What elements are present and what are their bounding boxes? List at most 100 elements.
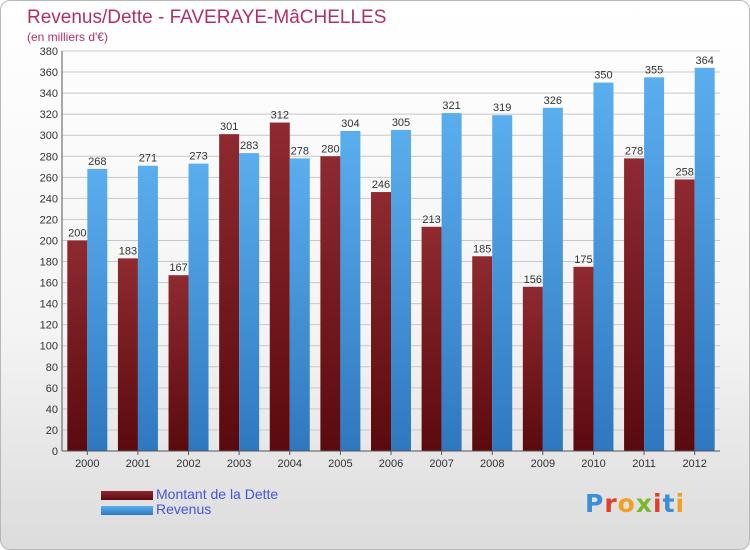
y-tick-label: 80 [46, 362, 58, 374]
x-tick-label: 2002 [176, 458, 200, 470]
bar-revenue [137, 165, 158, 451]
y-tick-label: 60 [46, 383, 58, 395]
x-tick-label: 2000 [75, 458, 99, 470]
legend-swatch-revenue [101, 506, 153, 515]
data-label: 273 [189, 151, 207, 163]
x-tick-label: 2003 [227, 458, 251, 470]
legend-label-debt: Montant de la Dette [156, 486, 279, 502]
x-tick-label: 2011 [632, 458, 656, 470]
data-label: 167 [169, 262, 187, 274]
x-tick-label: 2001 [126, 458, 150, 470]
data-label: 246 [372, 179, 390, 191]
bar-debt [624, 158, 645, 452]
data-label: 301 [220, 121, 238, 133]
data-label: 185 [473, 243, 491, 255]
y-tick-label: 220 [40, 214, 58, 226]
legend-swatch-debt [101, 491, 153, 500]
proxiti-logo: Proxiti [585, 489, 685, 518]
bar-revenue [239, 153, 260, 451]
data-label: 350 [594, 70, 612, 82]
y-tick-label: 40 [46, 404, 58, 416]
bar-debt [117, 258, 138, 451]
data-label: 312 [271, 110, 289, 122]
y-tick-label: 100 [40, 341, 58, 353]
bar-revenue [492, 115, 513, 452]
bar-debt [269, 122, 290, 451]
bar-debt [168, 275, 189, 451]
bar-debt [371, 192, 391, 452]
bar-revenue [542, 107, 563, 451]
bar-revenue [87, 168, 108, 452]
logo-letter: P [585, 489, 605, 518]
data-label: 283 [240, 140, 258, 152]
y-tick-label: 260 [40, 172, 58, 184]
bar-debt [421, 226, 442, 451]
y-tick-label: 160 [40, 278, 58, 290]
data-label: 305 [392, 117, 410, 129]
y-tick-label: 240 [40, 193, 58, 205]
bar-revenue [188, 163, 209, 451]
x-tick-label: 2004 [278, 458, 302, 470]
y-tick-label: 360 [40, 67, 58, 79]
x-tick-label: 2007 [429, 458, 453, 470]
bar-debt [67, 240, 88, 451]
bar-revenue [340, 131, 361, 451]
data-label: 278 [625, 145, 643, 157]
data-label: 258 [676, 166, 694, 178]
chart-subtitle: (en milliers d'€) [27, 30, 108, 44]
data-label: 280 [321, 143, 339, 155]
x-tick-label: 2012 [682, 458, 706, 470]
x-tick-label: 2009 [531, 458, 555, 470]
y-tick-label: 20 [46, 425, 58, 437]
bar-debt [573, 266, 594, 451]
bar-debt [219, 134, 240, 451]
x-tick-label: 2005 [328, 458, 352, 470]
x-axis-ticks: 2000 2001 2002 2003 2004 2005 2006 2007 2008 2009… [75, 451, 707, 470]
y-tick-label: 180 [40, 257, 58, 269]
data-label: 304 [341, 118, 359, 130]
data-label: 213 [422, 214, 440, 226]
legend-label-revenue: Revenus [156, 501, 212, 517]
logo-letter: o [617, 489, 636, 518]
data-label: 319 [493, 102, 511, 114]
y-tick-label: 340 [40, 88, 58, 100]
data-label: 183 [119, 245, 137, 257]
bars [67, 67, 715, 452]
bar-debt [472, 256, 493, 451]
data-label: 271 [139, 153, 157, 165]
bar-revenue [289, 158, 310, 452]
x-tick-label: 2008 [480, 458, 504, 470]
y-tick-label: 140 [40, 299, 58, 311]
logo-letter: t [662, 489, 676, 518]
data-label: 278 [291, 145, 309, 157]
y-tick-label: 280 [40, 151, 58, 163]
y-tick-label: 200 [40, 235, 58, 247]
bar-revenue [694, 67, 715, 451]
bar-debt [522, 286, 543, 451]
bar-debt [320, 156, 341, 451]
data-label: 268 [88, 156, 106, 168]
logo-letter: i [653, 489, 663, 518]
logo-letter: r [604, 489, 618, 518]
bar-revenue [391, 129, 411, 451]
bar-debt [674, 179, 695, 451]
logo-letter: x [635, 489, 653, 518]
bar-revenue [441, 113, 462, 452]
data-label: 200 [68, 227, 86, 239]
chart-title: Revenus/Dette - FAVERAYE-MâCHELLES [27, 7, 387, 28]
data-label: 175 [574, 254, 592, 266]
data-label: 355 [645, 64, 663, 76]
x-tick-label: 2006 [379, 458, 403, 470]
y-axis-ticks: 0 20 40 60 80 100 120 140 160 180 200 220 240 260 280 3… [40, 46, 58, 458]
bar-revenue [644, 77, 665, 451]
data-label: 364 [696, 55, 714, 67]
data-label: 321 [442, 100, 460, 112]
y-tick-label: 320 [40, 109, 58, 121]
data-label: 326 [544, 95, 562, 107]
logo-letter: i [675, 489, 686, 518]
y-tick-label: 300 [40, 130, 58, 142]
x-tick-label: 2010 [581, 458, 605, 470]
